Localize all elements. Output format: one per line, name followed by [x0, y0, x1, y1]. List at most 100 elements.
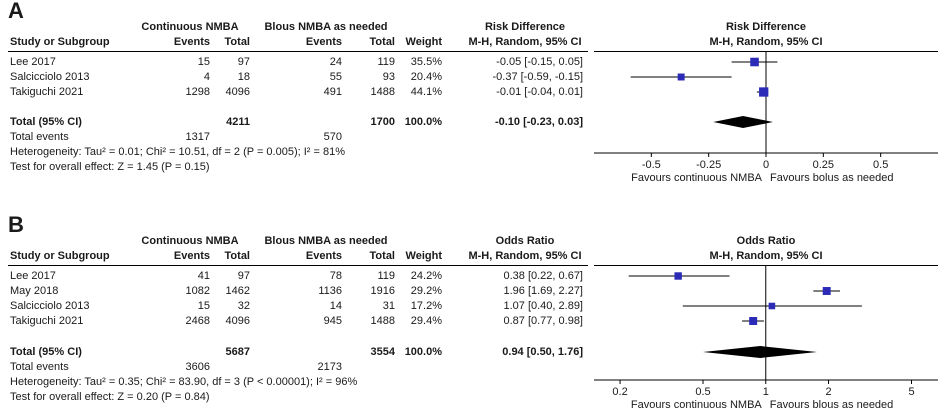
- events2: 945: [323, 315, 342, 327]
- ci-text: -0.37 [-0.59, -0.15]: [492, 71, 584, 83]
- plot-measure-header: Odds Ratio: [736, 235, 796, 247]
- total-label: Total (95% CI): [10, 116, 82, 128]
- study-name: Lee 2017: [10, 270, 56, 282]
- total1: 18: [237, 71, 250, 83]
- weight: 20.4%: [410, 71, 442, 83]
- group2-header: Blous NMBA as needed: [264, 235, 388, 247]
- total2-header: Total: [369, 36, 395, 48]
- weight-header: Weight: [405, 250, 442, 262]
- study-name: Takiguchi 2021: [10, 86, 84, 98]
- events2-header: Events: [305, 36, 342, 48]
- study-point-square: [749, 317, 758, 325]
- plot-header-rule: [594, 265, 938, 266]
- total2-header: Total: [369, 250, 395, 262]
- events2: 55: [329, 71, 342, 83]
- pooled-diamond: [713, 116, 773, 128]
- group2-header: Blous NMBA as needed: [264, 21, 388, 33]
- total2: 1488: [370, 86, 395, 98]
- favours-right-label: Favours bolus as needed: [770, 172, 894, 184]
- x-tick-label: 2: [825, 386, 831, 398]
- group1-header: Continuous NMBA: [141, 21, 239, 33]
- events1: 1082: [185, 285, 210, 297]
- weight: 35.5%: [410, 56, 442, 68]
- events1: 15: [197, 56, 210, 68]
- favours-right-label: Favours blous as needed: [770, 399, 894, 411]
- x-tick-label: 0.25: [813, 159, 834, 171]
- ci-text: 1.07 [0.40, 2.89]: [503, 300, 583, 312]
- ci-text: -0.01 [-0.04, 0.01]: [496, 86, 583, 98]
- measure-header: Risk Difference: [484, 21, 566, 33]
- total-weight: 100.0%: [404, 116, 442, 128]
- events1: 4: [203, 71, 210, 83]
- total2: 119: [377, 56, 395, 68]
- x-tick-label: 0.5: [873, 159, 888, 171]
- total2: 31: [382, 300, 395, 312]
- study-point-square: [759, 87, 769, 97]
- weight-header: Weight: [405, 36, 442, 48]
- overall-effect: Test for overall effect: Z = 1.45 (P = 0…: [10, 161, 210, 173]
- plot-method-header: M-H, Random, 95% CI: [709, 250, 823, 262]
- total1: 5687: [225, 346, 250, 358]
- x-tick-label: 0.2: [612, 386, 627, 398]
- panel-label: A: [8, 0, 24, 23]
- study-point-square: [677, 73, 685, 81]
- weight: 24.2%: [410, 270, 442, 282]
- events1: 1298: [185, 86, 210, 98]
- total1: 97: [237, 270, 250, 282]
- weight: 44.1%: [410, 86, 442, 98]
- overall-effect: Test for overall effect: Z = 0.20 (P = 0…: [10, 391, 210, 403]
- plot-header-rule: [594, 51, 938, 52]
- total-events-label: Total events: [10, 131, 69, 143]
- total1-header: Total: [224, 250, 250, 262]
- pooled-diamond: [703, 346, 817, 358]
- study-point-square: [674, 272, 682, 280]
- study-name: May 2018: [10, 285, 59, 297]
- total-events-label: Total events: [10, 361, 69, 373]
- total1: 1462: [225, 285, 250, 297]
- study-point-square: [768, 302, 776, 310]
- weight: 17.2%: [410, 300, 442, 312]
- total1-header: Total: [224, 36, 250, 48]
- events1: 41: [197, 270, 210, 282]
- study-name: Salcicciolo 2013: [10, 300, 90, 312]
- x-tick-label: 0: [763, 159, 769, 171]
- study-name: Takiguchi 2021: [10, 315, 84, 327]
- header-rule: [8, 51, 588, 52]
- favours-left-label: Favours continuous NMBA: [631, 399, 762, 411]
- plot-measure-header: Risk Difference: [725, 21, 807, 33]
- weight: 29.4%: [410, 315, 442, 327]
- study-point-square: [822, 287, 831, 295]
- ci-text: 0.38 [0.22, 0.67]: [503, 270, 583, 282]
- ci-text: 1.96 [1.69, 2.27]: [503, 285, 583, 297]
- study-header: Study or Subgroup: [10, 36, 110, 48]
- total2: 119: [377, 270, 395, 282]
- total-weight: 100.0%: [404, 346, 442, 358]
- total-ci-text: 0.94 [0.50, 1.76]: [502, 346, 583, 358]
- study-name: Salcicciolo 2013: [10, 71, 90, 83]
- total-ci-text: -0.10 [-0.23, 0.03]: [494, 116, 583, 128]
- x-tick-label: 1: [763, 386, 769, 398]
- study-name: Lee 2017: [10, 56, 56, 68]
- measure-header: Odds Ratio: [495, 235, 555, 247]
- forest-plot-a: -0.5 -0.25 0 0.25 0.5 Favours continuous NMBA…: [594, 52, 938, 184]
- events1: 2468: [185, 315, 210, 327]
- x-tick-label: -0.5: [642, 159, 661, 171]
- total1: 32: [237, 300, 250, 312]
- ci-text: 0.87 [0.77, 0.98]: [503, 315, 583, 327]
- events2: 78: [329, 270, 342, 282]
- total-label: Total (95% CI): [10, 346, 82, 358]
- total2: 1916: [370, 285, 395, 297]
- events1-header: Events: [173, 250, 210, 262]
- total1: 4211: [226, 116, 250, 128]
- heterogeneity: Heterogeneity: Tau² = 0.35; Chi² = 83.90…: [10, 376, 358, 388]
- events2: 24: [329, 56, 342, 68]
- study-header: Study or Subgroup: [10, 250, 110, 262]
- total-events1: 1317: [185, 131, 210, 143]
- study-point-square: [750, 57, 759, 67]
- favours-left-label: Favours continuous NMBA: [631, 172, 762, 184]
- events1-header: Events: [173, 36, 210, 48]
- group1-header: Continuous NMBA: [141, 235, 239, 247]
- total2: 93: [382, 71, 395, 83]
- x-tick-label: 0.5: [695, 386, 710, 398]
